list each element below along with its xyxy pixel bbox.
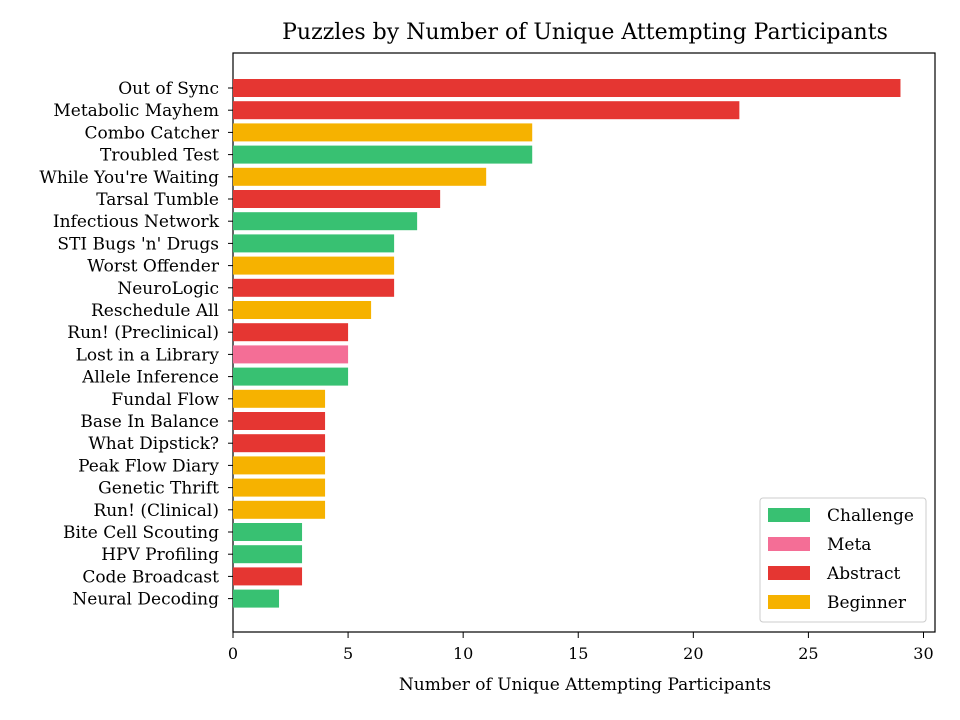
x-tick-label: 5 [343,644,353,663]
x-tick-label: 20 [683,644,703,663]
category-label: Out of Sync [118,79,219,99]
category-label: STI Bugs 'n' Drugs [57,234,219,254]
legend: Challenge Meta Abstract Beginner [759,497,927,623]
bar-19 [233,500,326,519]
category-label: Neural Decoding [72,590,219,610]
bar-7 [233,234,395,253]
category-label: Peak Flow Diary [78,456,219,476]
bar-1 [233,101,740,120]
category-label: Reschedule All [91,301,219,321]
bars-group [233,79,901,608]
category-label: Lost in a Library [76,345,220,365]
x-tick-label: 10 [453,644,473,663]
legend-swatch-challenge [768,508,810,522]
category-label: While You're Waiting [39,168,219,188]
x-axis-ticks: 0 5 10 15 20 25 30 [228,632,934,663]
bar-13 [233,367,349,386]
category-label: Bite Cell Scouting [63,523,219,543]
legend-swatch-beginner [768,595,810,609]
bar-0 [233,79,901,97]
x-tick-label: 30 [913,644,933,663]
category-label: HPV Profiling [101,545,219,565]
x-axis-label: Number of Unique Attempting Participants [399,675,771,695]
category-label: Run! (Preclinical) [67,323,219,343]
bar-4 [233,167,487,186]
bar-15 [233,412,326,430]
category-label: Genetic Thrift [98,479,219,499]
category-label: Combo Catcher [84,123,219,143]
category-label: Base In Balance [80,412,219,432]
legend-label-abstract: Abstract [826,564,900,584]
legend-label-challenge: Challenge [827,506,914,526]
category-label: Code Broadcast [82,567,219,587]
bar-17 [233,456,326,475]
x-tick-label: 15 [568,644,588,663]
x-tick-label: 25 [798,644,818,663]
bar-6 [233,212,418,231]
legend-label-meta: Meta [827,535,871,555]
bar-5 [233,190,441,208]
bar-2 [233,123,533,142]
category-label: Allele Inference [81,368,219,388]
category-label: Fundal Flow [111,390,219,410]
bar-3 [233,145,533,164]
bar-14 [233,389,326,408]
legend-box [759,497,927,623]
bar-23 [233,589,280,608]
legend-swatch-abstract [768,566,810,580]
category-label: What Dipstick? [88,434,219,454]
bar-12 [233,345,349,364]
plot-area [232,52,936,633]
legend-swatch-meta [768,537,810,551]
bar-11 [233,323,349,342]
bar-16 [233,434,326,453]
bar-8 [233,256,395,275]
bar-21 [233,545,303,564]
bar-10 [233,301,372,319]
category-label: Troubled Test [100,146,219,166]
x-tick-label: 0 [228,644,238,663]
legend-label-beginner: Beginner [827,593,907,613]
category-label: NeuroLogic [117,279,219,299]
category-label: Run! (Clinical) [93,501,219,521]
category-label: Infectious Network [53,212,220,232]
bar-9 [233,278,395,297]
category-label: Worst Offender [87,257,220,277]
category-label: Metabolic Mayhem [53,101,219,121]
category-label: Tarsal Tumble [96,190,219,210]
chart-title: Puzzles by Number of Unique Attempting P… [282,20,888,45]
bar-22 [233,567,303,586]
bar-20 [233,523,303,541]
bar-18 [233,478,326,497]
